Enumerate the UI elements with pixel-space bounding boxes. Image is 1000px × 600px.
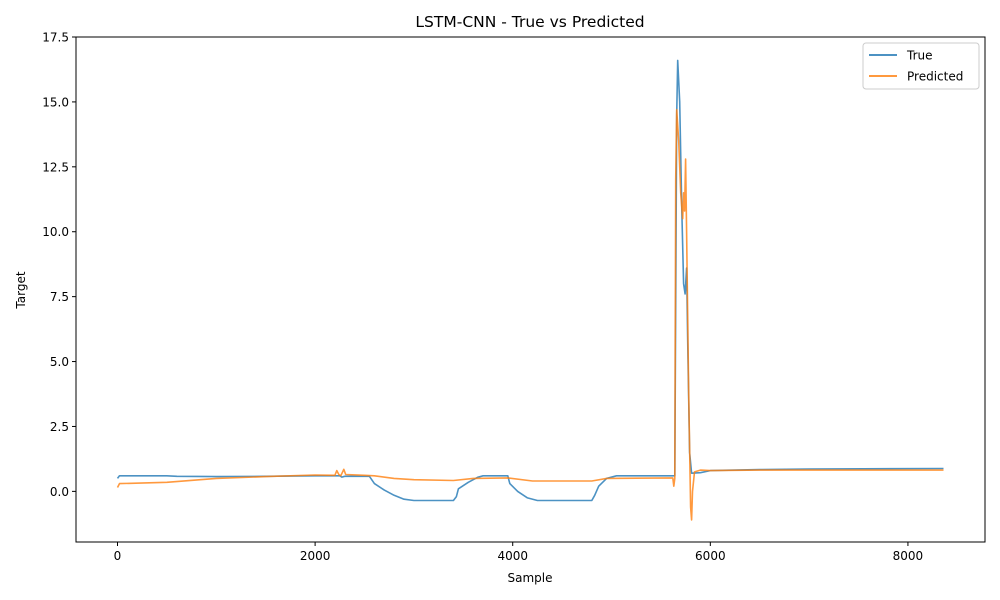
x-tick-label: 6000 [695,549,726,563]
legend-predicted-label: Predicted [907,70,963,84]
y-axis-title: Target [14,271,28,309]
chart-title: LSTM-CNN - True vs Predicted [415,13,644,31]
legend-true-label: True [906,49,933,63]
y-axis-ticks: 0.0 2.5 5.0 7.5 10.0 12.5 15.0 17.5 [42,31,76,499]
plot-frame [75,36,986,543]
x-tick-label: 4000 [497,549,528,563]
y-tick-label: 15.0 [42,95,69,109]
x-tick-label: 0 [114,549,122,563]
y-tick-label: 0.0 [50,485,69,499]
x-axis-title: Sample [508,571,553,585]
x-tick-label: 8000 [893,549,924,563]
y-tick-label: 10.0 [42,225,69,239]
series-line-predicted [116,108,944,521]
lines-layer [116,59,944,521]
x-axis-ticks: 0 2000 4000 6000 8000 [114,542,924,563]
y-tick-label: 17.5 [42,31,69,45]
y-tick-label: 12.5 [42,160,69,174]
y-tick-label: 2.5 [50,420,69,434]
series-line-true [116,59,944,502]
y-tick-label: 7.5 [50,290,69,304]
x-tick-label: 2000 [300,549,331,563]
y-tick-label: 5.0 [50,355,69,369]
legend: True Predicted [862,42,980,90]
